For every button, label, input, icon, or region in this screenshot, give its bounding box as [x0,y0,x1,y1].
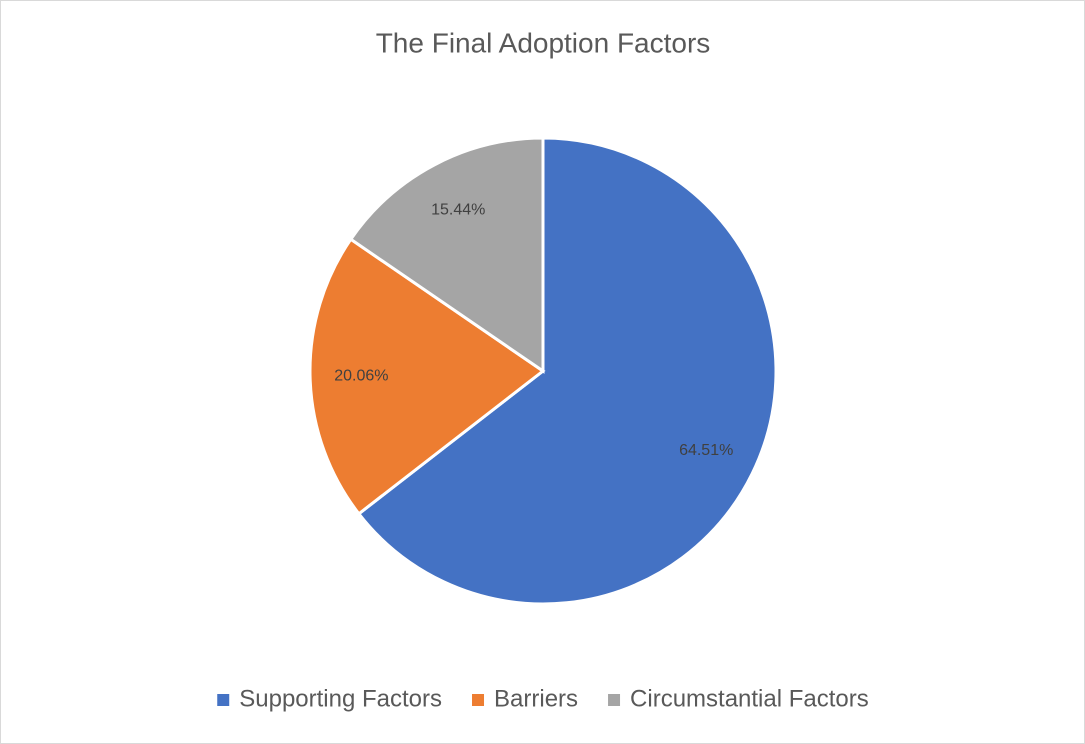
data-label: 15.44% [431,201,485,218]
legend-swatch [608,694,621,706]
pie-slice [356,136,778,606]
pie-slice [308,237,546,516]
data-label: 20.06% [334,368,388,385]
legend-label: Barriers [494,685,578,712]
legend-label: Circumstantial Factors [630,685,869,712]
data-label: 64.51% [679,442,733,459]
pie-slice [348,136,545,374]
legend-swatch [472,694,485,706]
legend-swatch [217,694,230,706]
chart-title: The Final Adoption Factors [376,27,711,58]
legend-label: Supporting Factors [239,685,442,712]
